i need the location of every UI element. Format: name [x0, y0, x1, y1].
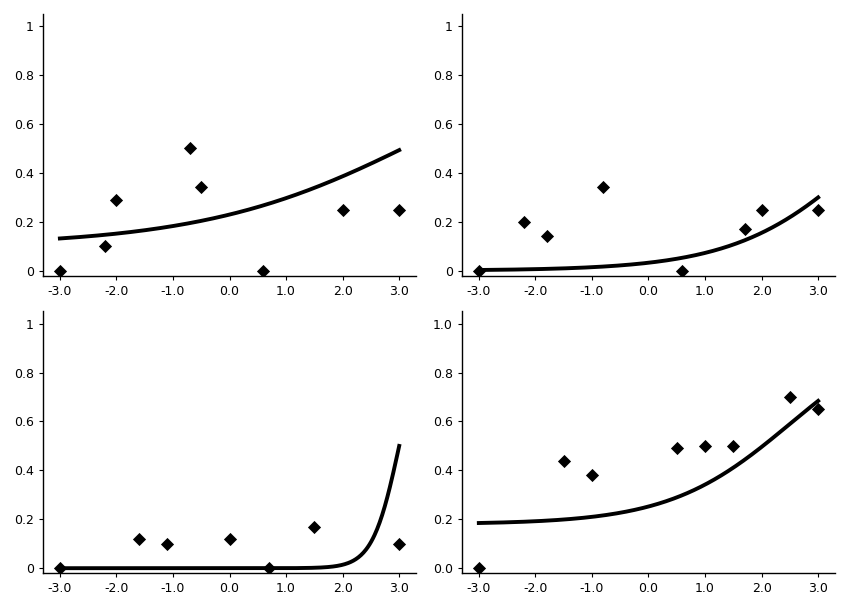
- Point: [812, 205, 825, 214]
- Point: [336, 205, 350, 214]
- Point: [256, 266, 270, 275]
- Point: [755, 205, 768, 214]
- Point: [472, 563, 486, 573]
- Point: [392, 539, 406, 549]
- Point: [670, 443, 683, 453]
- Point: [262, 563, 276, 573]
- Point: [783, 392, 796, 402]
- Point: [194, 183, 208, 192]
- Point: [222, 534, 236, 544]
- Point: [698, 441, 711, 451]
- Point: [472, 266, 486, 275]
- Point: [132, 534, 146, 544]
- Point: [676, 266, 689, 275]
- Point: [110, 195, 123, 205]
- Point: [392, 205, 406, 214]
- Point: [727, 441, 740, 451]
- Point: [53, 563, 67, 573]
- Point: [585, 470, 599, 480]
- Point: [540, 231, 554, 241]
- Point: [597, 183, 610, 192]
- Point: [160, 539, 174, 549]
- Point: [183, 144, 197, 153]
- Point: [557, 456, 571, 465]
- Point: [53, 266, 67, 275]
- Point: [307, 522, 321, 532]
- Point: [517, 217, 531, 227]
- Point: [812, 404, 825, 414]
- Point: [738, 224, 751, 234]
- Point: [98, 241, 112, 251]
